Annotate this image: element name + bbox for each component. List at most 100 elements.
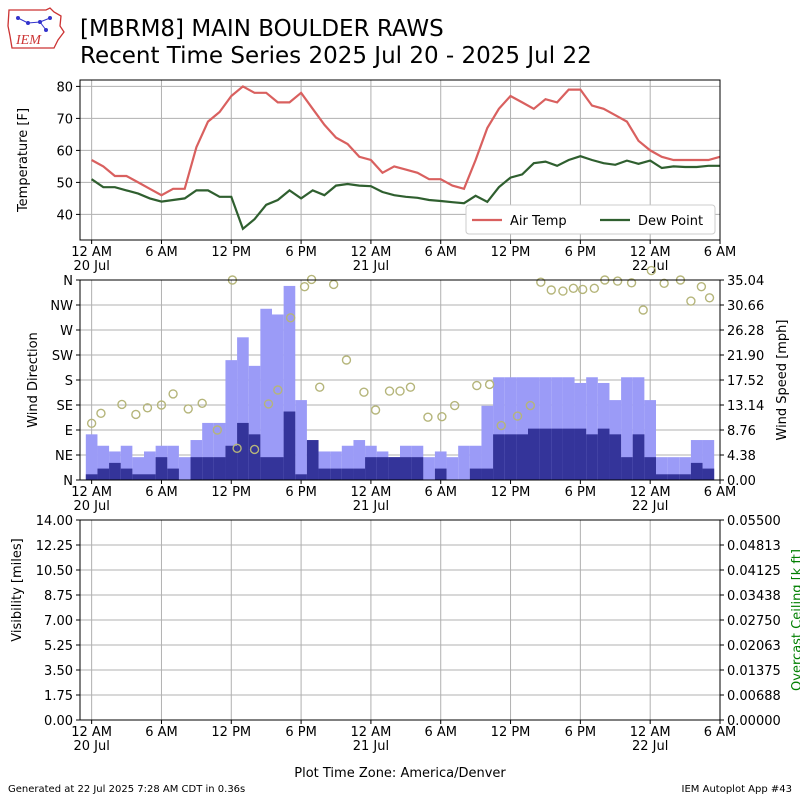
direction-point xyxy=(536,277,546,287)
gust-bar xyxy=(341,445,354,480)
direction-point xyxy=(131,409,141,420)
gust-bar xyxy=(97,445,110,480)
direction-point xyxy=(285,313,296,323)
gust-bar xyxy=(667,457,680,480)
svg-text:IEM: IEM xyxy=(15,33,42,48)
x-tick-label: 12 AM xyxy=(630,245,671,260)
direction-point xyxy=(168,389,178,399)
speed-bar xyxy=(539,428,552,480)
gust-bar xyxy=(272,314,284,480)
x-tick-label: 6 AM xyxy=(704,725,737,740)
gust-bar xyxy=(85,434,98,480)
gust-bar xyxy=(248,365,261,480)
speed-bar xyxy=(144,474,156,480)
x-tick-label: 6 AM xyxy=(424,245,457,260)
speed-bar xyxy=(528,428,540,480)
y-axis-label: Visibility [miles] xyxy=(10,538,25,641)
direction-point xyxy=(328,279,339,290)
y-tick-label-right: 0.00688 xyxy=(727,689,781,704)
x-tick-label: 12 PM xyxy=(211,245,251,260)
y-tick-label: 10.50 xyxy=(36,564,73,579)
x-tick-label: 6 AM xyxy=(145,245,178,260)
y-tick-label-right: 26.28 xyxy=(727,324,764,339)
y-tick-label: 70 xyxy=(56,112,73,127)
speed-bar xyxy=(562,428,575,480)
gust-bar xyxy=(144,451,156,480)
gust-bar xyxy=(202,422,214,480)
direction-point xyxy=(306,274,317,285)
x-tick-label: 12 AM xyxy=(71,725,112,740)
y-axis-label: Temperature [F] xyxy=(16,108,31,213)
direction-point xyxy=(568,283,579,294)
direction-point xyxy=(589,283,600,294)
direction-point xyxy=(558,286,568,296)
direction-point xyxy=(423,412,433,422)
y-tick-label-right: 17.52 xyxy=(727,374,764,389)
speed-bar xyxy=(690,462,703,480)
x-tick-date: 20 Jul xyxy=(73,739,109,754)
x-tick-label: 6 AM xyxy=(704,245,737,260)
direction-point xyxy=(512,411,523,421)
direction-point xyxy=(525,400,536,411)
gust-bar xyxy=(353,440,366,480)
gust-bar xyxy=(458,445,470,480)
gust-bar xyxy=(120,445,133,480)
x-tick-label: 12 AM xyxy=(351,725,392,740)
gust-bar xyxy=(586,377,598,480)
gust-bar xyxy=(178,457,191,480)
direction-point xyxy=(273,385,283,395)
y-tick-label: 7.00 xyxy=(44,614,73,629)
direction-point xyxy=(437,411,447,422)
speed-bar xyxy=(516,434,528,480)
x-axis-label: Plot Time Zone: America/Denver xyxy=(294,766,506,781)
direction-point xyxy=(405,382,416,392)
legend-label: Air Temp xyxy=(510,214,567,229)
y-tick-label: 14.00 xyxy=(36,514,73,529)
direction-point xyxy=(659,278,669,289)
y-tick-label: SW xyxy=(52,349,73,364)
speed-bar xyxy=(155,457,168,480)
chart-subtitle: Recent Time Series 2025 Jul 20 - 2025 Ju… xyxy=(80,43,592,69)
speed-bar xyxy=(167,468,179,480)
speed-bar xyxy=(202,457,214,480)
y-tick-label: 5.25 xyxy=(44,639,73,654)
gust-bar xyxy=(330,451,342,480)
gust-bar xyxy=(679,457,691,480)
x-tick-label: 6 PM xyxy=(285,485,316,500)
gust-bar xyxy=(167,445,179,480)
y-tick-label: 12.25 xyxy=(36,539,73,554)
x-tick-label: 6 AM xyxy=(424,485,457,500)
y-tick-label-right: 0.05500 xyxy=(727,514,781,529)
speed-bar xyxy=(400,457,412,480)
x-tick-label: 12 PM xyxy=(211,485,251,500)
gust-bar xyxy=(690,440,703,480)
direction-point xyxy=(546,285,556,295)
footer-app: IEM Autoplot App #43 xyxy=(681,784,792,795)
speed-bar xyxy=(493,434,505,480)
speed-bar xyxy=(97,468,110,480)
speed-bar xyxy=(411,457,424,480)
legend-box xyxy=(465,204,716,235)
x-tick-label: 6 PM xyxy=(285,725,316,740)
direction-point xyxy=(626,278,637,288)
gust-bar xyxy=(469,445,482,480)
y-tick-label: 1.75 xyxy=(44,689,73,704)
speed-bar xyxy=(574,428,587,480)
direction-point xyxy=(686,296,696,306)
speed-bar xyxy=(702,468,715,480)
direction-point xyxy=(484,379,495,390)
speed-bar xyxy=(132,474,144,480)
speed-bar xyxy=(667,474,680,480)
speed-bar xyxy=(365,457,377,480)
speed-bar xyxy=(260,457,272,480)
speed-bar xyxy=(632,434,645,480)
y-tick-label-right: 8.76 xyxy=(727,424,756,439)
direction-point xyxy=(341,355,352,365)
direction-point xyxy=(117,399,127,410)
x-tick-label: 6 AM xyxy=(704,485,737,500)
y-tick-label: 50 xyxy=(56,176,73,191)
speed-bar xyxy=(295,474,307,480)
series-line-air-temp xyxy=(91,85,721,197)
y-axis-label-right: Wind Speed [mph] xyxy=(775,320,790,441)
x-tick-date: 22 Jul xyxy=(632,739,668,754)
